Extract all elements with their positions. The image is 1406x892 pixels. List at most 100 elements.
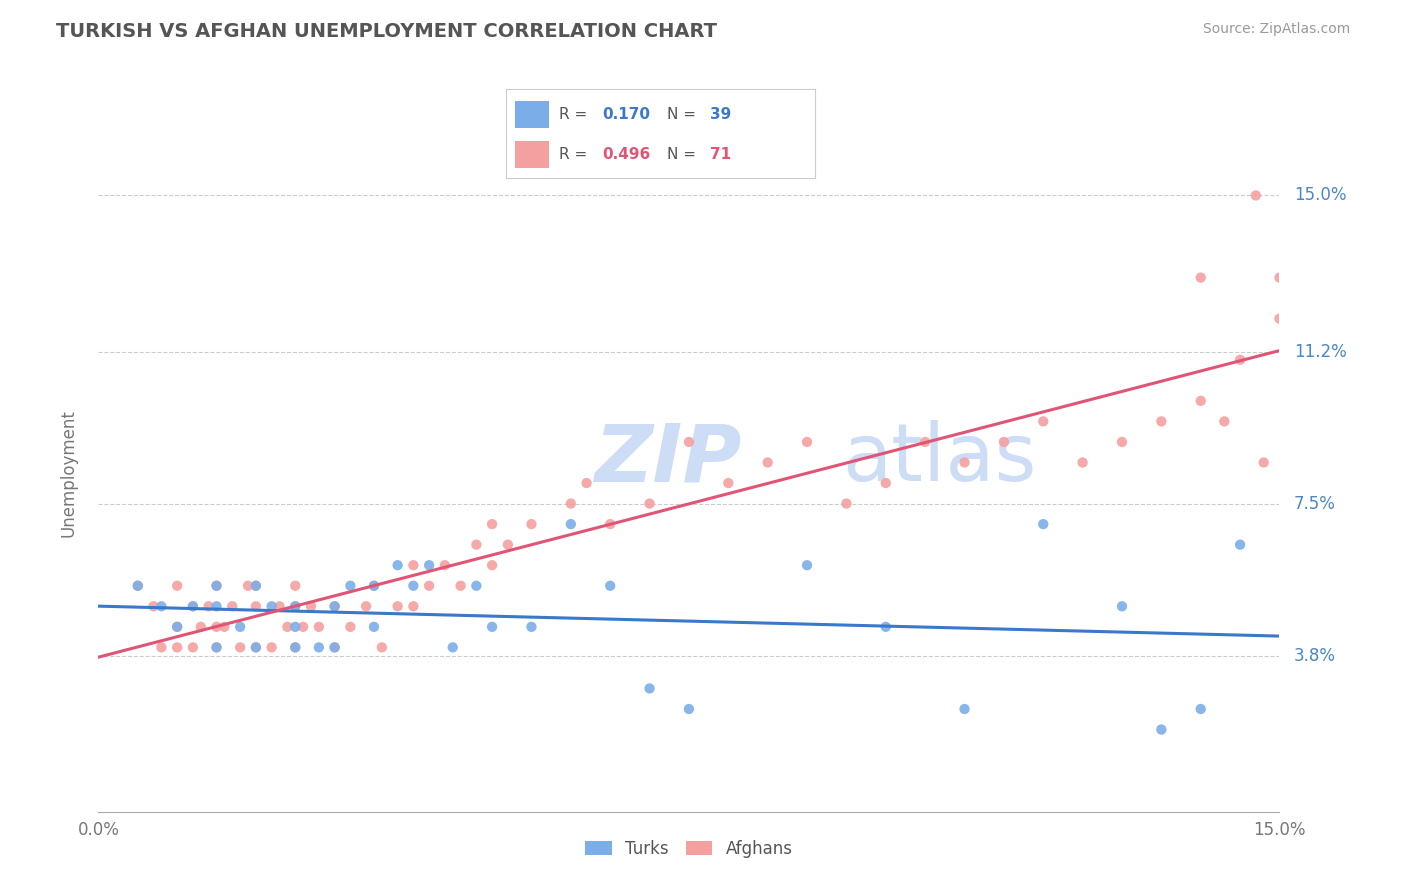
Point bbox=[323, 640, 346, 655]
Text: Source: ZipAtlas.com: Source: ZipAtlas.com bbox=[1202, 22, 1350, 37]
Point bbox=[1189, 702, 1212, 716]
Point bbox=[142, 599, 165, 614]
Point bbox=[1213, 414, 1236, 428]
Point bbox=[717, 476, 740, 491]
Point bbox=[284, 599, 307, 614]
Point bbox=[166, 620, 188, 634]
Point bbox=[284, 640, 307, 655]
Point bbox=[299, 599, 322, 614]
Point bbox=[308, 640, 330, 655]
Point bbox=[914, 434, 936, 449]
Point bbox=[481, 558, 503, 573]
Point bbox=[323, 599, 346, 614]
Point bbox=[796, 558, 818, 573]
Point bbox=[638, 497, 661, 511]
Point bbox=[433, 558, 456, 573]
Point bbox=[127, 579, 149, 593]
Text: TURKISH VS AFGHAN UNEMPLOYMENT CORRELATION CHART: TURKISH VS AFGHAN UNEMPLOYMENT CORRELATI… bbox=[56, 22, 717, 41]
Text: 7.5%: 7.5% bbox=[1294, 494, 1336, 513]
Legend: Turks, Afghans: Turks, Afghans bbox=[579, 833, 799, 864]
Point bbox=[150, 599, 173, 614]
Point bbox=[1268, 270, 1291, 285]
Point bbox=[363, 579, 385, 593]
Point bbox=[756, 455, 779, 469]
Point bbox=[166, 579, 188, 593]
Text: N =: N = bbox=[666, 147, 700, 161]
Point bbox=[465, 538, 488, 552]
Point bbox=[481, 517, 503, 532]
Point bbox=[221, 599, 243, 614]
Point bbox=[875, 620, 897, 634]
Text: N =: N = bbox=[666, 107, 700, 121]
Point bbox=[354, 599, 377, 614]
Text: atlas: atlas bbox=[842, 420, 1036, 499]
Point bbox=[205, 640, 228, 655]
Point bbox=[387, 558, 409, 573]
Point bbox=[599, 579, 621, 593]
Point bbox=[1032, 517, 1054, 532]
Point bbox=[796, 434, 818, 449]
Point bbox=[269, 599, 291, 614]
Point bbox=[181, 599, 204, 614]
Point bbox=[1229, 538, 1251, 552]
Point bbox=[276, 620, 298, 634]
Point bbox=[560, 497, 582, 511]
Point bbox=[1032, 414, 1054, 428]
Point bbox=[245, 579, 267, 593]
Point bbox=[993, 434, 1015, 449]
Point bbox=[181, 640, 204, 655]
Point bbox=[402, 558, 425, 573]
Point bbox=[678, 434, 700, 449]
Point bbox=[1189, 393, 1212, 408]
Text: 71: 71 bbox=[710, 147, 731, 161]
Point bbox=[1150, 414, 1173, 428]
Text: 39: 39 bbox=[710, 107, 731, 121]
Point bbox=[260, 599, 283, 614]
Point bbox=[1229, 352, 1251, 367]
Point bbox=[245, 579, 267, 593]
Point bbox=[560, 517, 582, 532]
Point bbox=[245, 599, 267, 614]
Point bbox=[835, 497, 858, 511]
Point bbox=[1150, 723, 1173, 737]
Point bbox=[371, 640, 394, 655]
Text: ZIP: ZIP bbox=[595, 420, 742, 499]
Point bbox=[678, 702, 700, 716]
Point bbox=[496, 538, 519, 552]
Point bbox=[520, 517, 543, 532]
Point bbox=[245, 640, 267, 655]
Point bbox=[284, 579, 307, 593]
Point bbox=[575, 476, 598, 491]
Point bbox=[205, 620, 228, 634]
Point bbox=[205, 579, 228, 593]
Point bbox=[339, 620, 361, 634]
Point bbox=[190, 620, 212, 634]
Text: 15.0%: 15.0% bbox=[1294, 186, 1346, 204]
Point bbox=[481, 620, 503, 634]
Point bbox=[150, 640, 173, 655]
Text: 11.2%: 11.2% bbox=[1294, 343, 1347, 360]
Bar bbox=[516, 141, 550, 168]
Point bbox=[284, 640, 307, 655]
Point bbox=[229, 640, 252, 655]
Bar bbox=[516, 101, 550, 128]
Point bbox=[363, 579, 385, 593]
Point bbox=[387, 599, 409, 614]
Point bbox=[166, 640, 188, 655]
Point bbox=[418, 558, 440, 573]
Point bbox=[205, 599, 228, 614]
Point bbox=[520, 620, 543, 634]
Point bbox=[284, 599, 307, 614]
Y-axis label: Unemployment: Unemployment bbox=[59, 409, 77, 537]
Point bbox=[1111, 434, 1133, 449]
Point bbox=[953, 702, 976, 716]
Point bbox=[1189, 270, 1212, 285]
Point bbox=[465, 579, 488, 593]
Point bbox=[339, 579, 361, 593]
Point bbox=[214, 620, 236, 634]
Point bbox=[260, 640, 283, 655]
Point bbox=[166, 620, 188, 634]
Point bbox=[205, 579, 228, 593]
Point bbox=[205, 640, 228, 655]
Text: R =: R = bbox=[558, 147, 592, 161]
